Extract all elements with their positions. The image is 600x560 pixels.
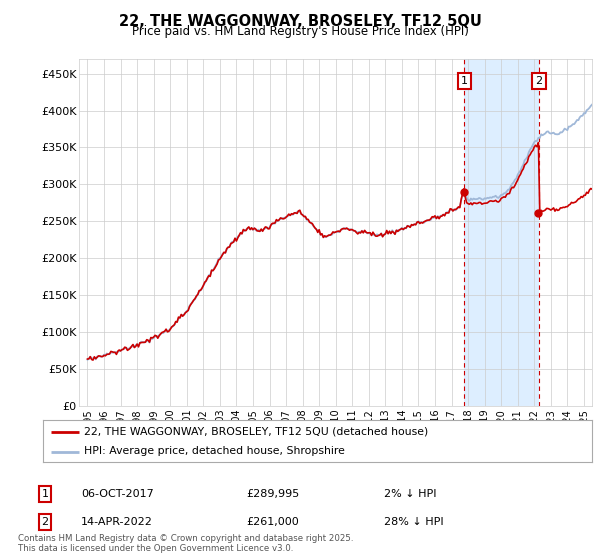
Text: £289,995: £289,995 [246,489,299,499]
Text: 1: 1 [461,76,467,86]
Text: 22, THE WAGGONWAY, BROSELEY, TF12 5QU (detached house): 22, THE WAGGONWAY, BROSELEY, TF12 5QU (d… [85,427,428,437]
Text: 2: 2 [535,76,542,86]
Text: 1: 1 [41,489,49,499]
Text: 14-APR-2022: 14-APR-2022 [81,517,153,527]
Text: 28% ↓ HPI: 28% ↓ HPI [384,517,443,527]
Text: 22, THE WAGGONWAY, BROSELEY, TF12 5QU: 22, THE WAGGONWAY, BROSELEY, TF12 5QU [119,14,481,29]
Text: 2: 2 [41,517,49,527]
Text: Price paid vs. HM Land Registry's House Price Index (HPI): Price paid vs. HM Land Registry's House … [131,25,469,38]
Text: 2% ↓ HPI: 2% ↓ HPI [384,489,437,499]
Text: Contains HM Land Registry data © Crown copyright and database right 2025.
This d: Contains HM Land Registry data © Crown c… [18,534,353,553]
Text: £261,000: £261,000 [246,517,299,527]
Text: HPI: Average price, detached house, Shropshire: HPI: Average price, detached house, Shro… [85,446,345,456]
Text: 06-OCT-2017: 06-OCT-2017 [81,489,154,499]
Bar [464,59,539,406]
